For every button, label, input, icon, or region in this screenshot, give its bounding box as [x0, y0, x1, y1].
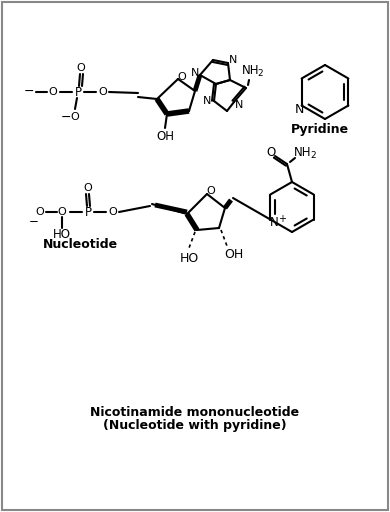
Text: 2: 2	[257, 69, 263, 77]
Text: P: P	[85, 205, 92, 219]
Text: O: O	[58, 207, 66, 217]
Text: −: −	[61, 111, 71, 123]
Text: N: N	[191, 68, 199, 78]
Text: Nicotinamide mononucleotide: Nicotinamide mononucleotide	[90, 406, 300, 418]
Text: N: N	[203, 96, 211, 106]
Text: (Nucleotide with pyridine): (Nucleotide with pyridine)	[103, 418, 287, 432]
Text: Nucleotide: Nucleotide	[43, 238, 117, 250]
Text: Pyridine: Pyridine	[291, 123, 349, 137]
Text: HO: HO	[53, 228, 71, 242]
Text: −: −	[29, 216, 39, 228]
Text: O: O	[177, 72, 186, 82]
Text: NH: NH	[294, 145, 312, 159]
Text: +: +	[278, 215, 286, 224]
Text: OH: OH	[224, 248, 244, 262]
Text: O: O	[76, 63, 85, 73]
Text: N: N	[235, 100, 243, 110]
Text: O: O	[109, 207, 117, 217]
Text: O: O	[49, 87, 57, 97]
Text: NH: NH	[242, 63, 260, 76]
Text: −: −	[24, 84, 34, 97]
Text: P: P	[74, 86, 82, 98]
Text: O: O	[266, 146, 276, 160]
Text: O: O	[207, 186, 215, 196]
Text: OH: OH	[156, 130, 174, 142]
Text: 2: 2	[310, 151, 316, 160]
Text: N: N	[295, 103, 304, 116]
Text: O: O	[71, 112, 80, 122]
Text: O: O	[35, 207, 44, 217]
Text: HO: HO	[179, 251, 199, 265]
Text: O: O	[99, 87, 107, 97]
Text: O: O	[83, 183, 92, 193]
Text: N: N	[270, 216, 279, 229]
Text: N: N	[229, 55, 237, 65]
